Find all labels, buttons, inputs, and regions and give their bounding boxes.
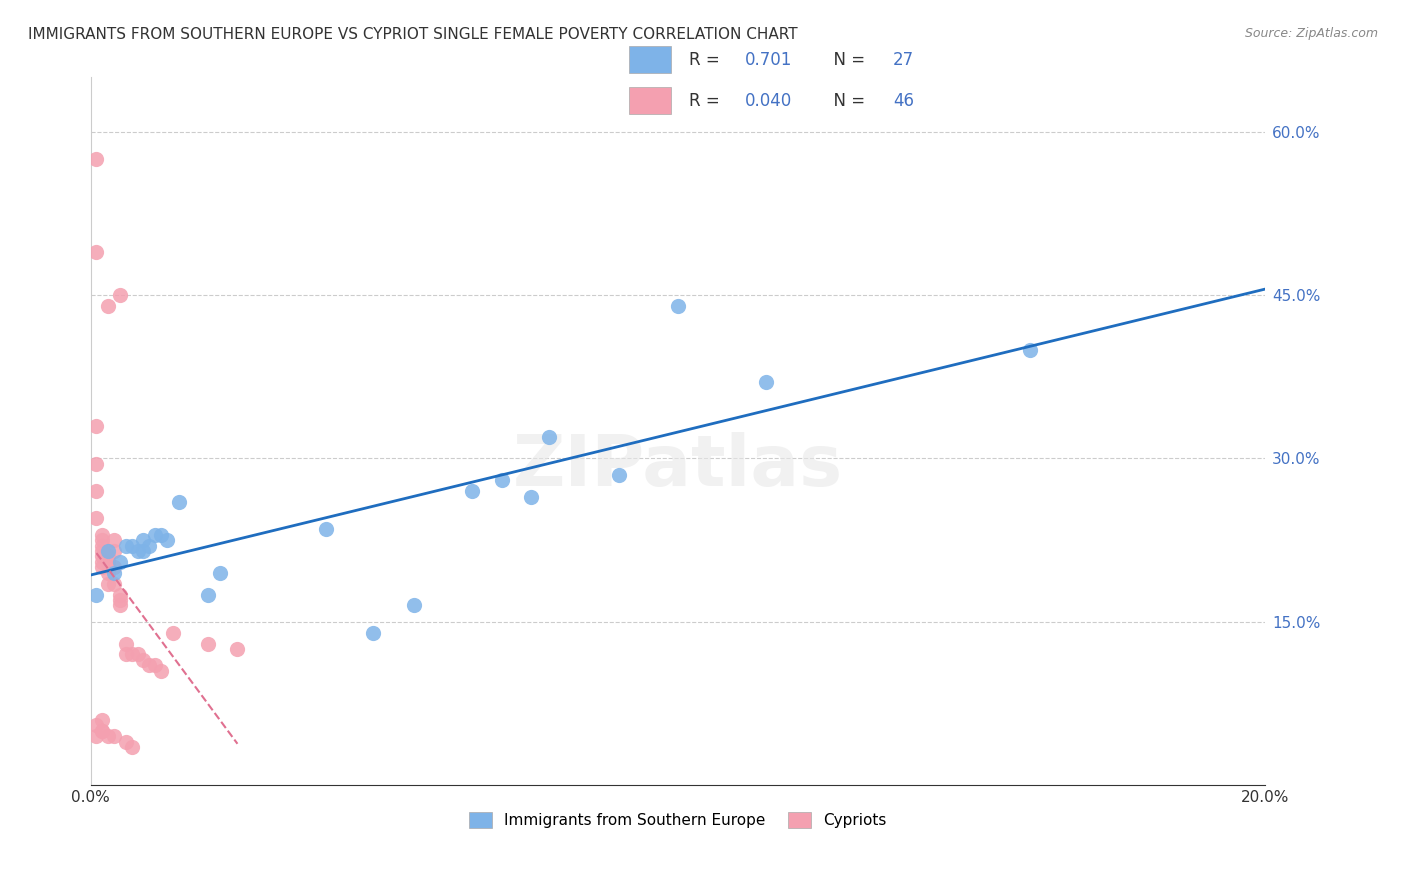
Point [666,299,689,313]
Point [91,544,114,558]
Point [97,549,120,564]
Text: R =: R = [689,92,725,110]
Point [91,533,114,548]
Point [97,544,120,558]
Point [115,648,138,662]
Point [97,299,120,313]
Point [226,642,249,657]
Point [115,636,138,650]
Point [108,599,131,613]
Point [127,544,149,558]
Point [86,729,108,743]
Point [121,648,143,662]
Point [86,511,108,525]
FancyBboxPatch shape [630,87,672,114]
Point [86,484,108,499]
Point [86,244,108,259]
Point [138,539,160,553]
Point [755,376,778,390]
Point [607,467,630,482]
Point [132,533,155,548]
Point [150,527,173,541]
Text: 46: 46 [893,92,914,110]
Point [86,457,108,471]
Point [115,539,138,553]
Text: IMMIGRANTS FROM SOUTHERN EUROPE VS CYPRIOT SINGLE FEMALE POVERTY CORRELATION CHA: IMMIGRANTS FROM SOUTHERN EUROPE VS CYPRI… [28,27,797,42]
Point [127,648,149,662]
Point [121,539,143,553]
Point [86,418,108,433]
Legend: Immigrants from Southern Europe, Cypriots: Immigrants from Southern Europe, Cypriot… [463,805,893,834]
Point [537,430,560,444]
Point [143,527,166,541]
Point [361,625,384,640]
Point [520,490,543,504]
Point [461,484,484,499]
Point [91,723,114,738]
Point [103,560,125,574]
Point [86,718,108,732]
Point [108,288,131,302]
Point [143,658,166,673]
Point [91,555,114,569]
Point [91,527,114,541]
Point [132,544,155,558]
Point [103,544,125,558]
Text: 27: 27 [893,51,914,69]
Point [97,566,120,580]
Point [150,664,173,678]
Point [91,560,114,574]
Text: N =: N = [823,51,870,69]
Point [103,576,125,591]
Point [315,522,337,536]
Point [156,533,179,548]
Point [132,653,155,667]
Text: Source: ZipAtlas.com: Source: ZipAtlas.com [1244,27,1378,40]
Point [121,739,143,754]
Point [208,566,231,580]
Point [97,729,120,743]
Point [1019,343,1042,357]
Point [108,588,131,602]
Text: ZIPatlas: ZIPatlas [513,432,844,501]
Point [162,625,184,640]
Point [197,636,219,650]
Text: 0.040: 0.040 [745,92,793,110]
Point [115,734,138,748]
Point [97,555,120,569]
Point [491,473,513,487]
Point [167,495,190,509]
Point [97,576,120,591]
Point [197,588,219,602]
Point [91,539,114,553]
Text: N =: N = [823,92,870,110]
Text: 0.701: 0.701 [745,51,793,69]
Point [86,152,108,166]
Point [108,593,131,607]
Point [91,549,114,564]
Point [103,533,125,548]
Point [402,599,425,613]
Text: R =: R = [689,51,725,69]
Point [138,658,160,673]
Point [103,729,125,743]
Point [91,723,114,738]
Point [86,588,108,602]
Point [103,566,125,580]
Point [108,555,131,569]
FancyBboxPatch shape [630,46,672,73]
Point [91,713,114,727]
